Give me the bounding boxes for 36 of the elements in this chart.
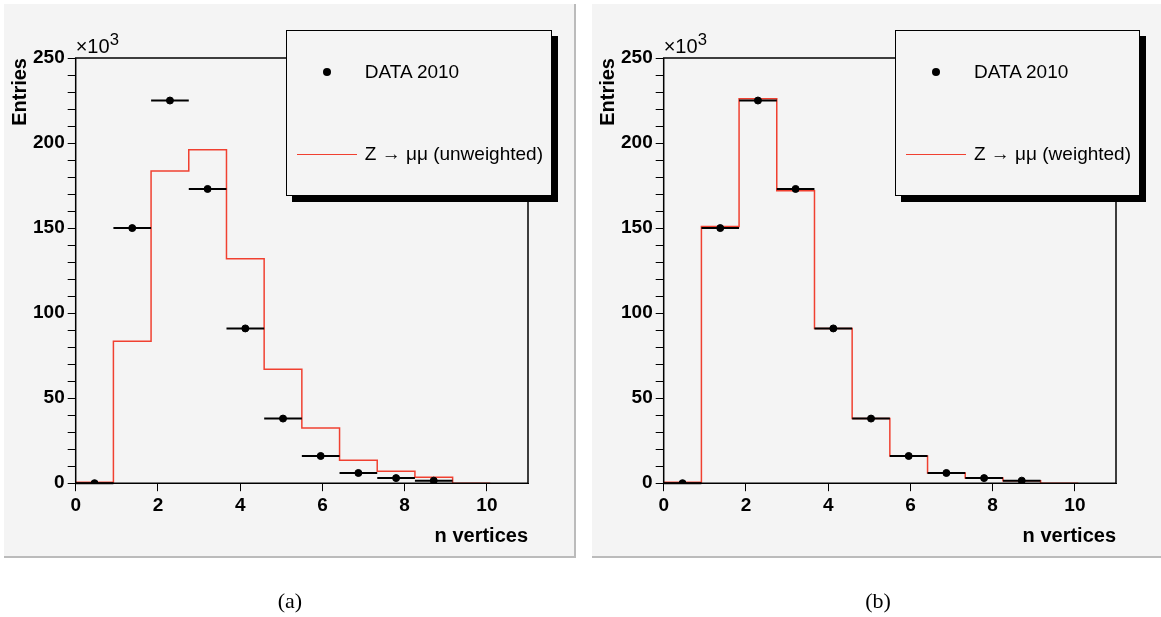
y-tick-label: 0 (54, 471, 65, 493)
y-tick-label: 200 (33, 131, 65, 153)
x-tick-label: 0 (70, 493, 81, 515)
x-axis-title: n vertices (434, 523, 528, 546)
y-tick-label: 250 (33, 46, 65, 68)
y-tick-label: 50 (43, 386, 65, 408)
x-tick-label: 10 (1064, 493, 1086, 515)
x-tick-label: 0 (658, 493, 669, 515)
text: ×10$^{3}$ (75, 30, 119, 58)
y-tick-label: 200 (621, 131, 653, 153)
x-tick-label: 4 (234, 493, 246, 515)
x-tick-label: 2 (740, 493, 752, 515)
y-tick-label: 0 (642, 471, 653, 493)
text: ×10$^{3}$ (663, 30, 707, 58)
legend-label: Z → μμ (unweighted) (364, 143, 543, 165)
x-tick-label: 8 (987, 493, 998, 515)
x-tick-label: 6 (905, 493, 916, 515)
text: (a) (276, 588, 304, 614)
x-tick-label: 10 (476, 493, 498, 515)
y-tick-label: 250 (621, 46, 653, 68)
x-axis-title: n vertices (1022, 523, 1116, 546)
legend-label: DATA 2010 (973, 61, 1069, 83)
legend-label: DATA 2010 (364, 61, 460, 83)
y-axis-title: Entries (595, 58, 618, 126)
x-tick-label: 4 (822, 493, 834, 515)
text: (b) (864, 588, 892, 614)
y-tick-label: 50 (631, 386, 653, 408)
legend-label: Z → μμ (weighted) (973, 143, 1131, 165)
x-tick-label: 2 (152, 493, 164, 515)
y-tick-label: 100 (33, 301, 65, 323)
y-tick-label: 100 (621, 301, 653, 323)
x-tick-label: 8 (399, 493, 410, 515)
y-tick-label: 150 (33, 216, 65, 238)
y-tick-label: 150 (621, 216, 653, 238)
x-tick-label: 6 (317, 493, 328, 515)
y-axis-title: Entries (7, 58, 30, 126)
